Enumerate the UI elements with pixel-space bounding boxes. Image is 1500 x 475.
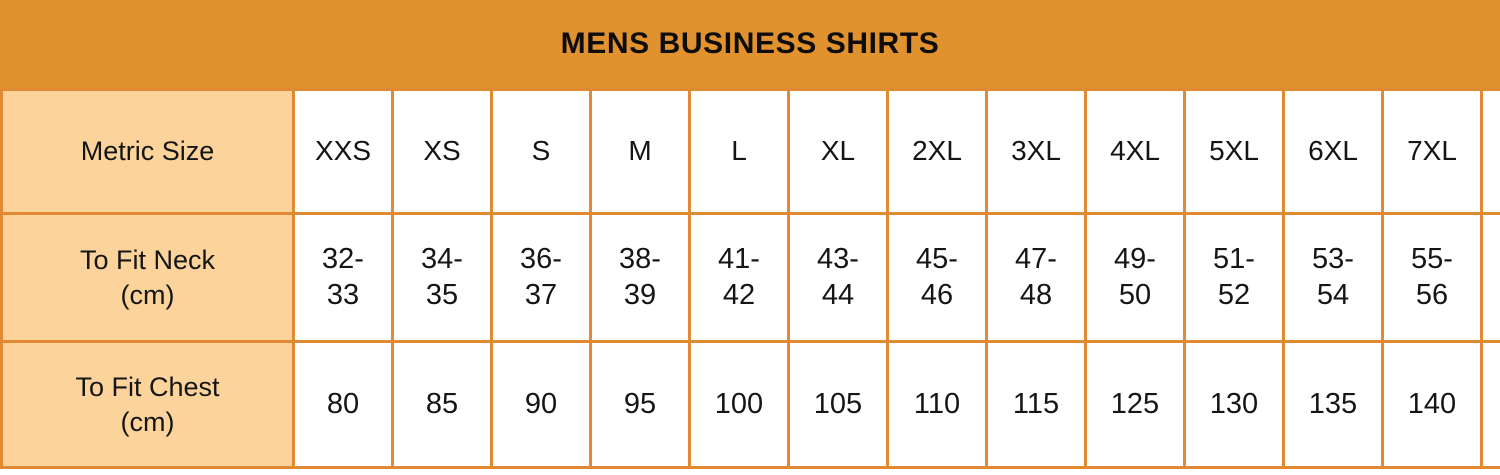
neck-value-cell: 57- 58 xyxy=(1482,214,1500,342)
size-header-cell: 6XL xyxy=(1284,90,1383,214)
chart-title-bar: MENS BUSINESS SHIRTS xyxy=(0,0,1500,88)
neck-value-line2: 33 xyxy=(296,278,390,313)
neck-value-cell: 32- 33 xyxy=(294,214,393,342)
neck-value-line1: 55- xyxy=(1385,242,1479,277)
chest-value-cell: 100 xyxy=(690,342,789,468)
chest-value-cell: 105 xyxy=(789,342,888,468)
size-header-cell: L xyxy=(690,90,789,214)
chest-value-cell: 90 xyxy=(492,342,591,468)
size-header-cell: 3XL xyxy=(987,90,1086,214)
neck-value-line1: 36- xyxy=(494,242,588,277)
size-header-cell: 7XL xyxy=(1383,90,1482,214)
neck-value-line2: 58 xyxy=(1484,278,1500,313)
chest-value-cell: 130 xyxy=(1185,342,1284,468)
table-row-to-fit-chest: To Fit Chest (cm) 80 85 90 95 100 105 11… xyxy=(2,342,1500,468)
neck-value-line1: 41- xyxy=(692,242,786,277)
row-label-line: To Fit Chest xyxy=(11,370,284,405)
size-header-cell: 8XL xyxy=(1482,90,1500,214)
chest-value-cell: 80 xyxy=(294,342,393,468)
chest-value-cell: 115 xyxy=(987,342,1086,468)
neck-value-cell: 38- 39 xyxy=(591,214,690,342)
neck-value-line2: 50 xyxy=(1088,278,1182,313)
neck-value-cell: 34- 35 xyxy=(393,214,492,342)
neck-value-line2: 54 xyxy=(1286,278,1380,313)
row-label-unit: (cm) xyxy=(11,405,284,440)
neck-value-line2: 35 xyxy=(395,278,489,313)
neck-value-line2: 56 xyxy=(1385,278,1479,313)
chest-value-cell: 145 xyxy=(1482,342,1500,468)
row-label-to-fit-chest: To Fit Chest (cm) xyxy=(2,342,294,468)
neck-value-cell: 43- 44 xyxy=(789,214,888,342)
neck-value-line1: 38- xyxy=(593,242,687,277)
neck-value-cell: 45- 46 xyxy=(888,214,987,342)
chest-value-cell: 110 xyxy=(888,342,987,468)
size-header-cell: XS xyxy=(393,90,492,214)
size-header-cell: 4XL xyxy=(1086,90,1185,214)
neck-value-line1: 53- xyxy=(1286,242,1380,277)
size-header-cell: M xyxy=(591,90,690,214)
row-label-line: To Fit Neck xyxy=(11,243,284,278)
neck-value-line1: 32- xyxy=(296,242,390,277)
neck-value-line2: 44 xyxy=(791,278,885,313)
neck-value-line2: 46 xyxy=(890,278,984,313)
size-table-container: Metric Size XXS XS S M L XL 2XL 3XL 4XL … xyxy=(0,88,1500,475)
table-row-to-fit-neck: To Fit Neck (cm) 32- 33 34- 35 36- 37 xyxy=(2,214,1500,342)
size-table: Metric Size XXS XS S M L XL 2XL 3XL 4XL … xyxy=(0,88,1500,469)
neck-value-line2: 42 xyxy=(692,278,786,313)
row-label-metric-size: Metric Size xyxy=(2,90,294,214)
size-header-cell: XL xyxy=(789,90,888,214)
chest-value-cell: 125 xyxy=(1086,342,1185,468)
neck-value-line1: 45- xyxy=(890,242,984,277)
neck-value-line2: 48 xyxy=(989,278,1083,313)
neck-value-cell: 47- 48 xyxy=(987,214,1086,342)
neck-value-line1: 57- xyxy=(1484,242,1500,277)
neck-value-cell: 51- 52 xyxy=(1185,214,1284,342)
size-header-cell: XXS xyxy=(294,90,393,214)
size-header-cell: 5XL xyxy=(1185,90,1284,214)
chest-value-cell: 95 xyxy=(591,342,690,468)
chest-value-cell: 85 xyxy=(393,342,492,468)
neck-value-line1: 47- xyxy=(989,242,1083,277)
neck-value-cell: 41- 42 xyxy=(690,214,789,342)
row-label-to-fit-neck: To Fit Neck (cm) xyxy=(2,214,294,342)
neck-value-line1: 34- xyxy=(395,242,489,277)
neck-value-cell: 55- 56 xyxy=(1383,214,1482,342)
neck-value-cell: 53- 54 xyxy=(1284,214,1383,342)
neck-value-line2: 52 xyxy=(1187,278,1281,313)
row-label-unit: (cm) xyxy=(11,278,284,313)
size-header-cell: S xyxy=(492,90,591,214)
neck-value-cell: 49- 50 xyxy=(1086,214,1185,342)
size-header-cell: 2XL xyxy=(888,90,987,214)
neck-value-line1: 43- xyxy=(791,242,885,277)
neck-value-line2: 39 xyxy=(593,278,687,313)
neck-value-line1: 49- xyxy=(1088,242,1182,277)
neck-value-cell: 36- 37 xyxy=(492,214,591,342)
neck-value-line1: 51- xyxy=(1187,242,1281,277)
table-row-metric-size: Metric Size XXS XS S M L XL 2XL 3XL 4XL … xyxy=(2,90,1500,214)
chest-value-cell: 135 xyxy=(1284,342,1383,468)
chest-value-cell: 140 xyxy=(1383,342,1482,468)
page-title: MENS BUSINESS SHIRTS xyxy=(561,29,940,59)
neck-value-line2: 37 xyxy=(494,278,588,313)
